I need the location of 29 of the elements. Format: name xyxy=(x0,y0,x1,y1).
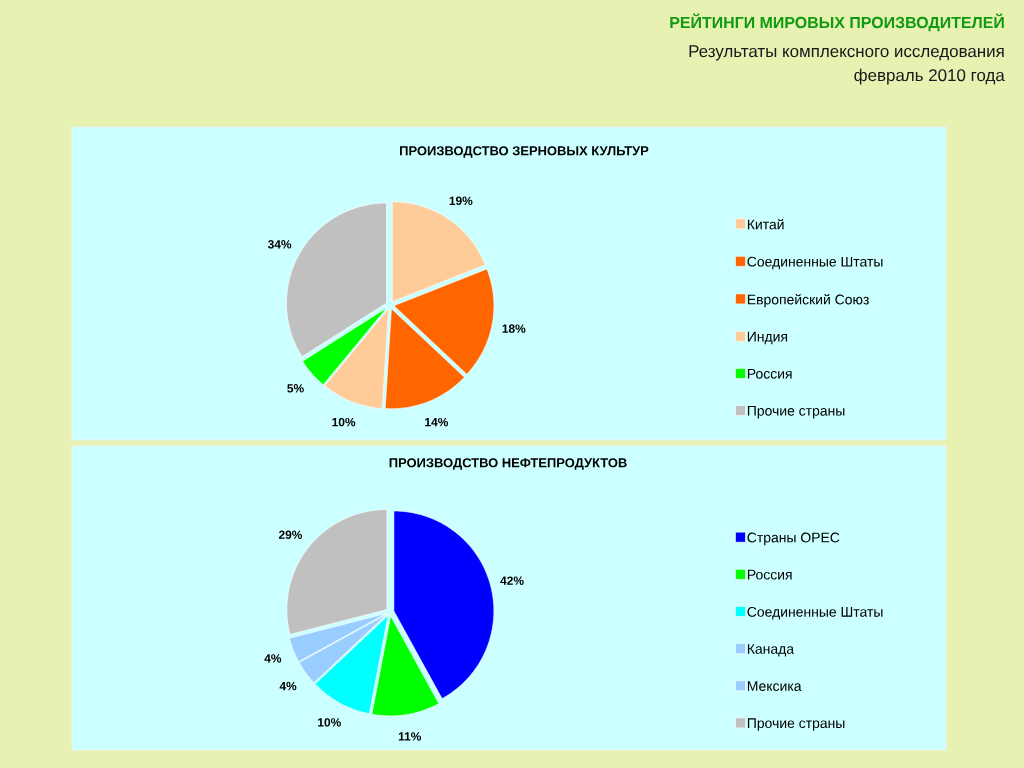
legend-label: Соединенные Штаты xyxy=(747,256,883,270)
data-label: 4% xyxy=(264,654,282,663)
legend-label: Европейский Союз xyxy=(747,293,869,308)
data-label: 5% xyxy=(287,384,304,393)
legend-label: Китай xyxy=(747,218,784,230)
legend-label: Мексика xyxy=(747,681,802,691)
chart-title: ПРОИЗВОДСТВО НЕФТЕПРОДУКТОВ xyxy=(389,458,627,470)
data-label: 4% xyxy=(279,681,297,691)
data-label: 42% xyxy=(500,576,524,585)
legend-label: Соединенные Штаты xyxy=(747,606,883,620)
data-label: 11% xyxy=(398,732,422,741)
legend-label: Россия xyxy=(747,569,792,580)
data-label: 34% xyxy=(267,240,292,249)
legend-label: Канада xyxy=(747,644,795,657)
legend-label: Страны OPEC xyxy=(747,532,840,546)
text: февраль 2010 года xyxy=(854,68,1005,85)
data-label: 14% xyxy=(425,417,449,427)
legend-label: Прочие страны xyxy=(747,406,845,419)
legend-label: Россия xyxy=(747,368,792,379)
data-label: 19% xyxy=(449,196,473,205)
data-label: 29% xyxy=(278,530,303,539)
text: РЕЙТИНГИ МИРОВЫХ ПРОИЗВОДИТЕЛЕЙ xyxy=(670,13,1004,32)
text: Результаты комплексного исследования xyxy=(689,45,1004,61)
chart-title: ПРОИЗВОДСТВО ЗЕРНОВЫХ КУЛЬТУР xyxy=(400,146,649,158)
data-label: 10% xyxy=(332,417,356,427)
data-label: 18% xyxy=(502,324,526,333)
legend-label: Прочие страны xyxy=(747,718,845,731)
data-label: 10% xyxy=(318,718,341,727)
legend-label: Индия xyxy=(747,331,788,345)
